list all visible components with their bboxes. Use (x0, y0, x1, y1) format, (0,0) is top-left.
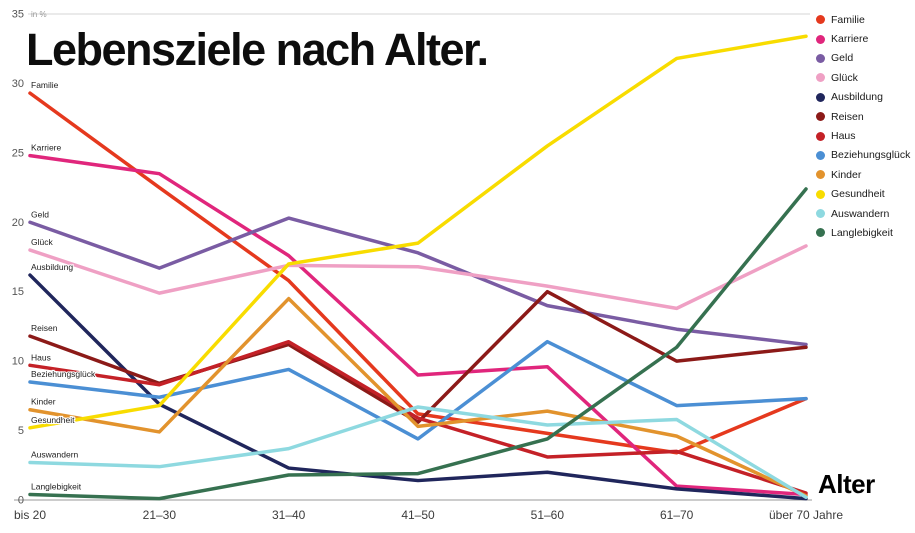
legend-label: Glück (831, 71, 858, 84)
legend-item: Auswandern (816, 204, 910, 223)
legend-item: Haus (816, 126, 910, 145)
series-line (28, 153, 808, 497)
legend-label: Gesundheit (831, 188, 885, 201)
legend-item: Kinder (816, 165, 910, 184)
series-line (28, 339, 808, 441)
y-axis-unit-label: in % (31, 10, 47, 19)
legend-label: Beziehungsglück (831, 149, 911, 162)
series-line (28, 216, 808, 347)
legend-dot-icon (816, 15, 825, 25)
legend-label: Reisen (831, 110, 864, 123)
series-line (28, 34, 808, 430)
series-line (28, 244, 808, 311)
series-line (28, 289, 808, 424)
legend-label: Karriere (831, 33, 869, 46)
series-start-label: Familie (31, 80, 59, 90)
legend-item: Ausbildung (816, 88, 910, 107)
y-tick-label: 0 (18, 495, 24, 507)
series-line (28, 405, 808, 499)
series-line (28, 296, 808, 498)
legend-item: Reisen (816, 107, 910, 126)
x-axis-label: 51–60 (531, 508, 565, 522)
x-axis-label: 41–50 (401, 508, 435, 522)
legend-dot-icon (816, 73, 825, 83)
legend-label: Langlebigkeit (831, 226, 893, 239)
legend-item: Langlebigkeit (816, 223, 910, 242)
x-axis-label: bis 20 (14, 508, 46, 522)
series-start-label: Glück (31, 237, 53, 247)
legend-dot-icon (816, 150, 825, 160)
y-tick-label: 10 (12, 356, 24, 368)
x-axis-label: 31–40 (272, 508, 306, 522)
x-axis-title: Alter (818, 469, 875, 499)
legend: Familie Karriere Geld Glück Ausbildung Reisen… (816, 10, 910, 243)
legend-label: Ausbildung (831, 91, 883, 104)
legend-label: Auswandern (831, 207, 890, 220)
legend-item: Glück (816, 68, 910, 87)
legend-item: Karriere (816, 29, 910, 48)
series-start-label: Kinder (31, 397, 56, 407)
legend-item: Beziehungsglück (816, 146, 910, 165)
x-axis-label: 21–30 (143, 508, 177, 522)
legend-dot-icon (816, 53, 825, 63)
legend-dot-icon (816, 92, 825, 102)
series-line (28, 91, 808, 455)
legend-item: Gesundheit (816, 185, 910, 204)
legend-dot-icon (816, 131, 825, 141)
legend-label: Geld (831, 52, 854, 65)
series-start-label: Geld (31, 209, 49, 219)
series-line (28, 187, 808, 501)
legend-dot-icon (816, 189, 825, 199)
legend-item: Geld (816, 49, 910, 68)
y-tick-label: 20 (12, 217, 24, 229)
y-tick-label: 35 (12, 9, 24, 21)
series-start-label: Ausbildung (31, 262, 73, 272)
y-tick-label: 25 (12, 147, 24, 159)
series-start-label: Haus (31, 352, 51, 362)
x-axis-label: über 70 Jahre (769, 508, 843, 522)
series-start-label: Reisen (31, 323, 58, 333)
series-line (28, 339, 808, 495)
legend-label: Familie (831, 13, 865, 26)
legend-dot-icon (816, 34, 825, 44)
series-start-label: Karriere (31, 143, 62, 153)
legend-dot-icon (816, 112, 825, 122)
series-start-label: Auswandern (31, 450, 79, 460)
series-start-label: Gesundheit (31, 415, 75, 425)
legend-label: Kinder (831, 168, 862, 181)
legend-dot-icon (816, 170, 825, 180)
legend-label: Haus (831, 130, 856, 143)
y-tick-label: 30 (12, 78, 24, 90)
y-tick-label: 5 (18, 425, 24, 437)
chart-title: Lebensziele nach Alter. (26, 24, 489, 75)
series-start-label: Beziehungsglück (31, 369, 96, 379)
series-start-label: Langlebigkeit (31, 481, 82, 491)
x-axis-label: 61–70 (660, 508, 694, 522)
legend-item: Familie (816, 10, 910, 29)
legend-dot-icon (816, 209, 825, 219)
legend-dot-icon (816, 228, 825, 238)
y-tick-label: 15 (12, 286, 24, 298)
